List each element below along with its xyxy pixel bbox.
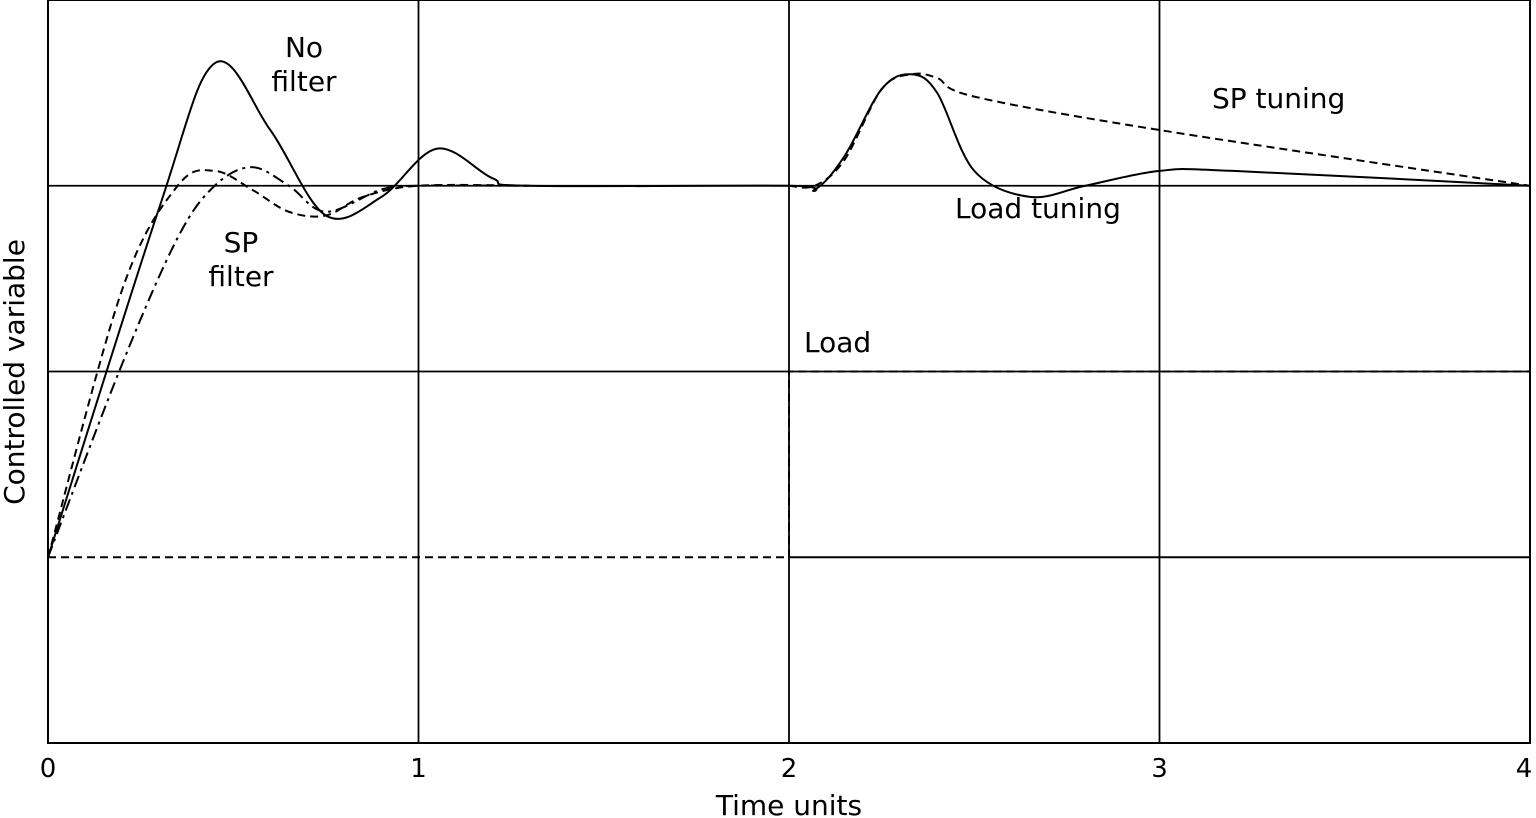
annotation-sp-tuning: SP tuning bbox=[1212, 82, 1345, 115]
series-line-5 bbox=[48, 370, 1530, 559]
x-tick-label: 2 bbox=[781, 754, 798, 784]
annotation-load-tuning: Load tuning bbox=[955, 192, 1121, 225]
annotation-no-filter: No filter bbox=[271, 31, 337, 98]
annotation-sp-filter: SP filter bbox=[208, 226, 274, 293]
y-axis-label: Controlled variable bbox=[0, 239, 31, 505]
x-tick-label: 1 bbox=[410, 754, 427, 784]
series-lines bbox=[47, 60, 1531, 559]
series-line-2 bbox=[47, 169, 530, 558]
x-axis-label: Time units bbox=[715, 789, 862, 818]
x-tick-label: 4 bbox=[1516, 754, 1533, 784]
annotations: No filter SP filter Load SP tuning Load tuning bbox=[208, 31, 1345, 359]
x-tick-label: 0 bbox=[40, 754, 57, 784]
x-tick-label: 3 bbox=[1151, 754, 1168, 784]
series-line-3 bbox=[47, 166, 530, 558]
x-tick-labels: 0 1 2 3 4 bbox=[40, 754, 1533, 784]
plot-frame bbox=[47, 0, 1531, 744]
annotation-load: Load bbox=[804, 326, 871, 359]
